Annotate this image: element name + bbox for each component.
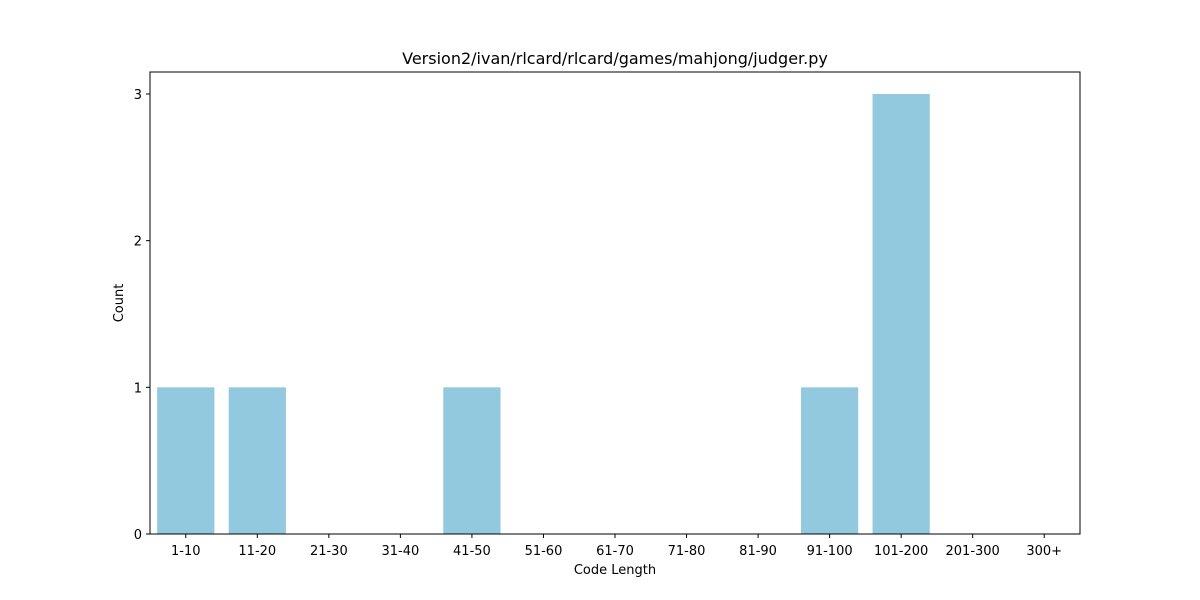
- x-tick-label: 81-90: [739, 544, 777, 559]
- bar-1-10: [157, 387, 215, 534]
- x-tick-label: 31-40: [381, 544, 419, 559]
- x-axis-label: Code Length: [574, 563, 656, 578]
- bar-11-20: [228, 387, 286, 534]
- x-axis-ticks: 1-10 11-20 21-30 31-40 41-50 51-60 61-70 71-80 8…: [171, 534, 1062, 559]
- x-tick-label: 41-50: [453, 544, 491, 559]
- x-tick-label: 11-20: [238, 544, 276, 559]
- y-axis-ticks: 0 1 2 3: [134, 88, 150, 543]
- x-tick-label: 201-300: [946, 544, 1000, 559]
- y-tick-label: 0: [134, 528, 142, 543]
- y-axis-label: Count: [112, 284, 127, 323]
- x-tick-label: 61-70: [596, 544, 634, 559]
- x-tick-label: 51-60: [525, 544, 563, 559]
- x-tick-label: 21-30: [310, 544, 348, 559]
- x-tick-label: 300+: [1026, 544, 1062, 559]
- y-tick-label: 1: [134, 381, 142, 396]
- x-tick-label: 1-10: [171, 544, 201, 559]
- bars-layer: [157, 94, 930, 534]
- chart-title: Version2/ivan/rlcard/rlcard/games/mahjon…: [402, 49, 828, 68]
- plot-area-frame: [149, 71, 1081, 535]
- y-tick-label: 3: [134, 88, 142, 103]
- y-tick-label: 2: [134, 235, 142, 250]
- bar-41-50: [443, 387, 501, 534]
- bar-91-100: [801, 387, 859, 534]
- x-tick-label: 101-200: [874, 544, 928, 559]
- x-tick-label: 91-100: [807, 544, 853, 559]
- bar-101-200: [872, 94, 930, 534]
- x-tick-label: 71-80: [668, 544, 706, 559]
